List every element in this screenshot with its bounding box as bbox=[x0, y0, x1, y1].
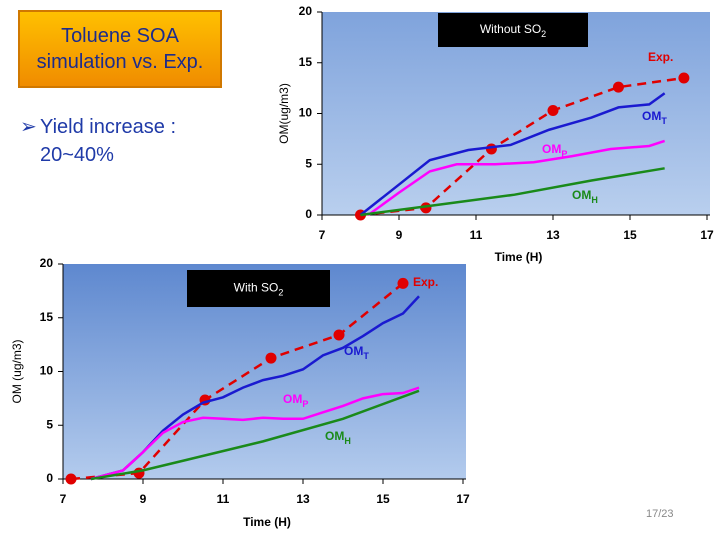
y-tick-label: 10 bbox=[299, 106, 313, 120]
bullet: ➢ Yield increase : 20~40% bbox=[20, 113, 205, 169]
x-tick-label: 13 bbox=[296, 492, 310, 506]
marker bbox=[265, 352, 277, 364]
x-tick-label: 11 bbox=[470, 228, 483, 242]
series-line bbox=[360, 167, 665, 217]
y-axis-label: OM (ug/m3) bbox=[10, 339, 24, 403]
y-tick-label: 5 bbox=[46, 417, 53, 431]
x-tick-label: 15 bbox=[376, 492, 390, 506]
x-tick-label: 17 bbox=[456, 492, 470, 506]
x-tick-label: 7 bbox=[319, 228, 326, 242]
y-tick-label: 15 bbox=[40, 310, 54, 324]
series-label: Exp. bbox=[413, 275, 438, 289]
title-box: Toluene SOA simulation vs. Exp. bbox=[18, 10, 222, 88]
series-label: Exp. bbox=[648, 50, 673, 64]
x-tick-label: 15 bbox=[623, 228, 637, 242]
series-line bbox=[90, 389, 420, 481]
x-tick-label: 17 bbox=[700, 228, 714, 242]
annotation: Without SO2 bbox=[480, 22, 546, 39]
marker bbox=[485, 143, 497, 155]
marker bbox=[65, 473, 77, 485]
marker bbox=[333, 329, 345, 341]
x-tick-label: 7 bbox=[60, 492, 67, 506]
series-label: OMT bbox=[344, 344, 369, 361]
y-tick-label: 15 bbox=[299, 55, 313, 69]
series-label: OMP bbox=[542, 142, 567, 159]
series-line bbox=[360, 76, 685, 217]
annotation-box bbox=[438, 13, 588, 47]
y-tick-label: 20 bbox=[40, 256, 54, 270]
marker bbox=[678, 72, 690, 84]
marker bbox=[547, 104, 559, 116]
series-line bbox=[70, 282, 404, 481]
x-axis-label: Time (H) bbox=[243, 515, 291, 529]
marker bbox=[397, 277, 409, 289]
series-line bbox=[90, 386, 420, 481]
y-tick-label: 20 bbox=[299, 4, 313, 18]
marker bbox=[612, 81, 624, 93]
series-label: OMP bbox=[283, 392, 308, 409]
annotation: With SO2 bbox=[234, 281, 284, 298]
x-tick-label: 9 bbox=[396, 228, 403, 242]
y-axis-label: OM(ug/m3) bbox=[277, 83, 291, 144]
x-tick-label: 9 bbox=[140, 492, 147, 506]
x-tick-label: 11 bbox=[217, 492, 230, 506]
series-line bbox=[359, 92, 666, 216]
y-tick-label: 10 bbox=[40, 364, 54, 378]
series-line bbox=[367, 139, 666, 217]
x-axis-label: Time (H) bbox=[495, 250, 543, 264]
x-tick-label: 13 bbox=[546, 228, 560, 242]
series-label: OMT bbox=[642, 109, 667, 126]
page-number: 17/23 bbox=[646, 508, 674, 520]
y-tick-label: 0 bbox=[46, 471, 53, 485]
annotation-box bbox=[187, 270, 330, 307]
bullet-text: Yield increase : 20~40% bbox=[40, 116, 176, 166]
y-tick-label: 5 bbox=[305, 156, 312, 170]
y-tick-label: 0 bbox=[305, 207, 312, 221]
bullet-arrow: ➢ bbox=[20, 116, 37, 138]
